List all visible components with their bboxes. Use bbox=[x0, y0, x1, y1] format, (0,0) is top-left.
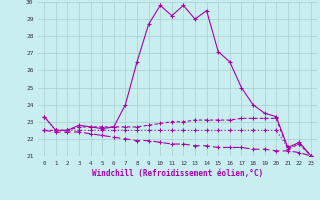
X-axis label: Windchill (Refroidissement éolien,°C): Windchill (Refroidissement éolien,°C) bbox=[92, 169, 263, 178]
